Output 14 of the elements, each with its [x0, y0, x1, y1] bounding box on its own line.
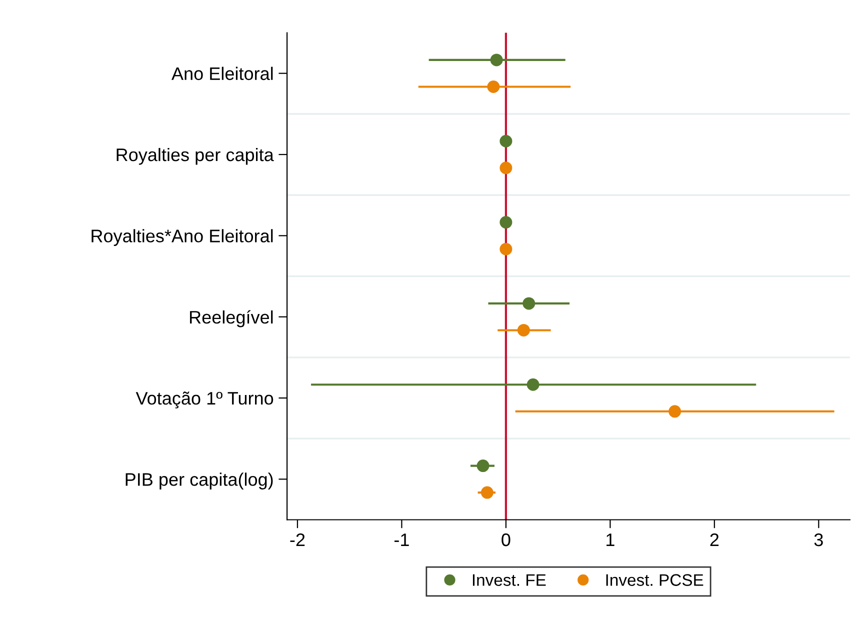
x-tick-label: -2	[290, 533, 305, 546]
x-tick-label: 3	[814, 533, 823, 546]
x-tick-label: 1	[606, 534, 614, 546]
x-tick-label: 0	[502, 533, 510, 546]
y-tick-label: PIB per capita(log)	[126, 472, 273, 490]
legend-label: Invest. FE	[472, 574, 546, 586]
y-tick-label: Ano Eleitoral	[172, 66, 273, 80]
y-tick-label: Royalties*Ano Eleitoral	[92, 229, 273, 246]
legend-label: Invest. PCSE	[606, 574, 704, 586]
y-tick-label: Reelegível	[190, 310, 273, 328]
y-tick-label: Royalties per capita	[116, 148, 274, 165]
x-tick-label: 2	[710, 533, 719, 546]
x-tick-label: -1	[394, 534, 409, 546]
y-tick-label: Votação 1º Turno	[136, 392, 274, 408]
